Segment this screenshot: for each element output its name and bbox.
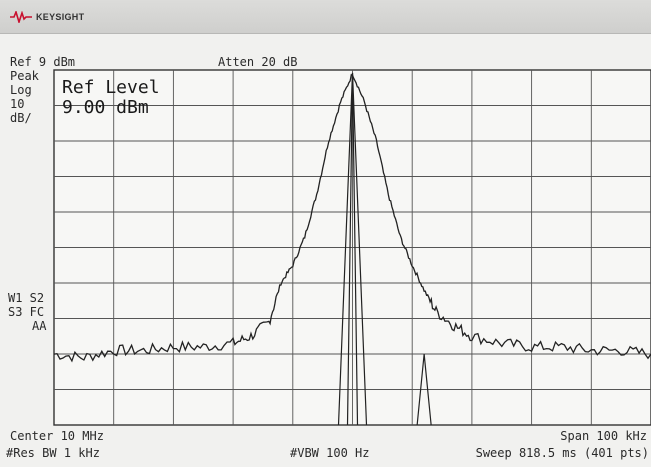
- active-function-value: 9.00 dBm: [62, 97, 149, 118]
- span-readout: Span 100 kHz: [560, 429, 647, 443]
- rbw-readout: #Res BW 1 kHz: [6, 446, 100, 460]
- ref-level-readout: Ref 9 dBm: [10, 55, 76, 69]
- scale-type-label: Log: [10, 83, 32, 97]
- atten-readout: Atten 20 dB: [218, 55, 298, 69]
- trace-status-1: W1 S2: [8, 291, 45, 305]
- active-function-label: Ref Level: [62, 77, 160, 98]
- analyzer-screen: Ref 9 dBm Atten 20 dB Peak Log 10 dB/ W1…: [0, 34, 651, 467]
- title-bar: KEYSIGHT: [0, 0, 651, 34]
- scale-unit-label: dB/: [10, 111, 32, 125]
- secondary-spike: [416, 353, 432, 426]
- sweep-readout: Sweep 818.5 ms (401 pts): [475, 446, 649, 460]
- spectrum-plot: [53, 69, 651, 426]
- trace-status-2: S3 FC: [8, 305, 45, 319]
- keysight-wave-icon: [10, 11, 32, 23]
- detector-label: Peak: [10, 69, 39, 83]
- trace-status-3: AA: [32, 319, 47, 333]
- vbw-readout: #VBW 100 Hz: [290, 446, 370, 460]
- brand-name: KEYSIGHT: [36, 12, 85, 22]
- brand: KEYSIGHT: [10, 9, 84, 25]
- scale-value-label: 10: [10, 97, 25, 111]
- center-frequency: Center 10 MHz: [10, 429, 104, 443]
- signal-envelope-inner: [346, 72, 359, 426]
